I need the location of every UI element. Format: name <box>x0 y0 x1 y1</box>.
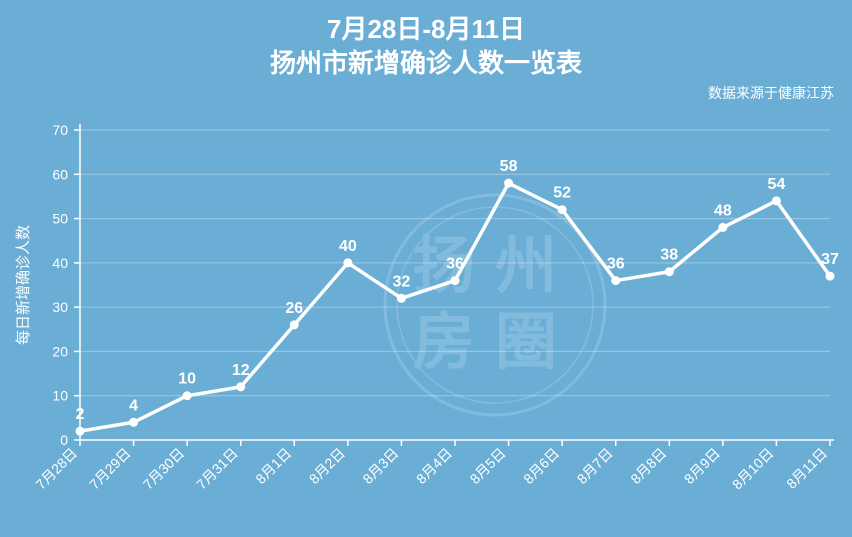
value-label: 48 <box>714 202 732 219</box>
chart-title-line2: 扬州市新增确诊人数一览表 <box>270 48 583 78</box>
chart-container: 扬州房圈7月28日-8月11日扬州市新增确诊人数一览表数据来源于健康江苏0102… <box>0 0 852 537</box>
value-label: 40 <box>339 238 357 255</box>
value-label: 52 <box>553 185 571 202</box>
data-marker <box>558 205 567 214</box>
data-marker <box>397 294 406 303</box>
value-label: 36 <box>446 256 464 273</box>
data-marker <box>76 427 85 436</box>
svg-text:房圈: 房圈 <box>413 308 577 377</box>
ytick-label: 40 <box>52 255 68 271</box>
y-axis-title: 每日新增确诊人数 <box>15 225 32 345</box>
value-label: 12 <box>232 362 250 379</box>
value-label: 36 <box>607 256 625 273</box>
data-marker <box>504 179 513 188</box>
ytick-label: 60 <box>52 166 68 182</box>
data-marker <box>665 267 674 276</box>
data-marker <box>290 320 299 329</box>
value-label: 4 <box>129 397 138 414</box>
data-marker <box>183 391 192 400</box>
data-marker <box>611 276 620 285</box>
ytick-label: 70 <box>52 122 68 138</box>
value-label: 38 <box>660 247 678 264</box>
ytick-label: 50 <box>52 211 68 227</box>
data-marker <box>718 223 727 232</box>
data-marker <box>343 258 352 267</box>
source-text: 数据来源于健康江苏 <box>708 85 834 101</box>
data-marker <box>826 272 835 281</box>
value-label: 26 <box>285 300 303 317</box>
value-label: 54 <box>768 176 786 193</box>
ytick-label: 10 <box>52 388 68 404</box>
value-label: 37 <box>821 251 839 268</box>
value-label: 32 <box>393 273 411 290</box>
chart-title-line1: 7月28日-8月11日 <box>327 14 525 44</box>
data-marker <box>236 382 245 391</box>
data-marker <box>129 418 138 427</box>
chart-svg: 扬州房圈7月28日-8月11日扬州市新增确诊人数一览表数据来源于健康江苏0102… <box>0 0 852 537</box>
value-label: 2 <box>76 406 85 423</box>
data-marker <box>772 196 781 205</box>
value-label: 58 <box>500 158 518 175</box>
value-label: 10 <box>178 371 196 388</box>
ytick-label: 20 <box>52 343 68 359</box>
svg-text:扬州: 扬州 <box>413 232 577 301</box>
ytick-label: 30 <box>52 299 68 315</box>
data-marker <box>451 276 460 285</box>
